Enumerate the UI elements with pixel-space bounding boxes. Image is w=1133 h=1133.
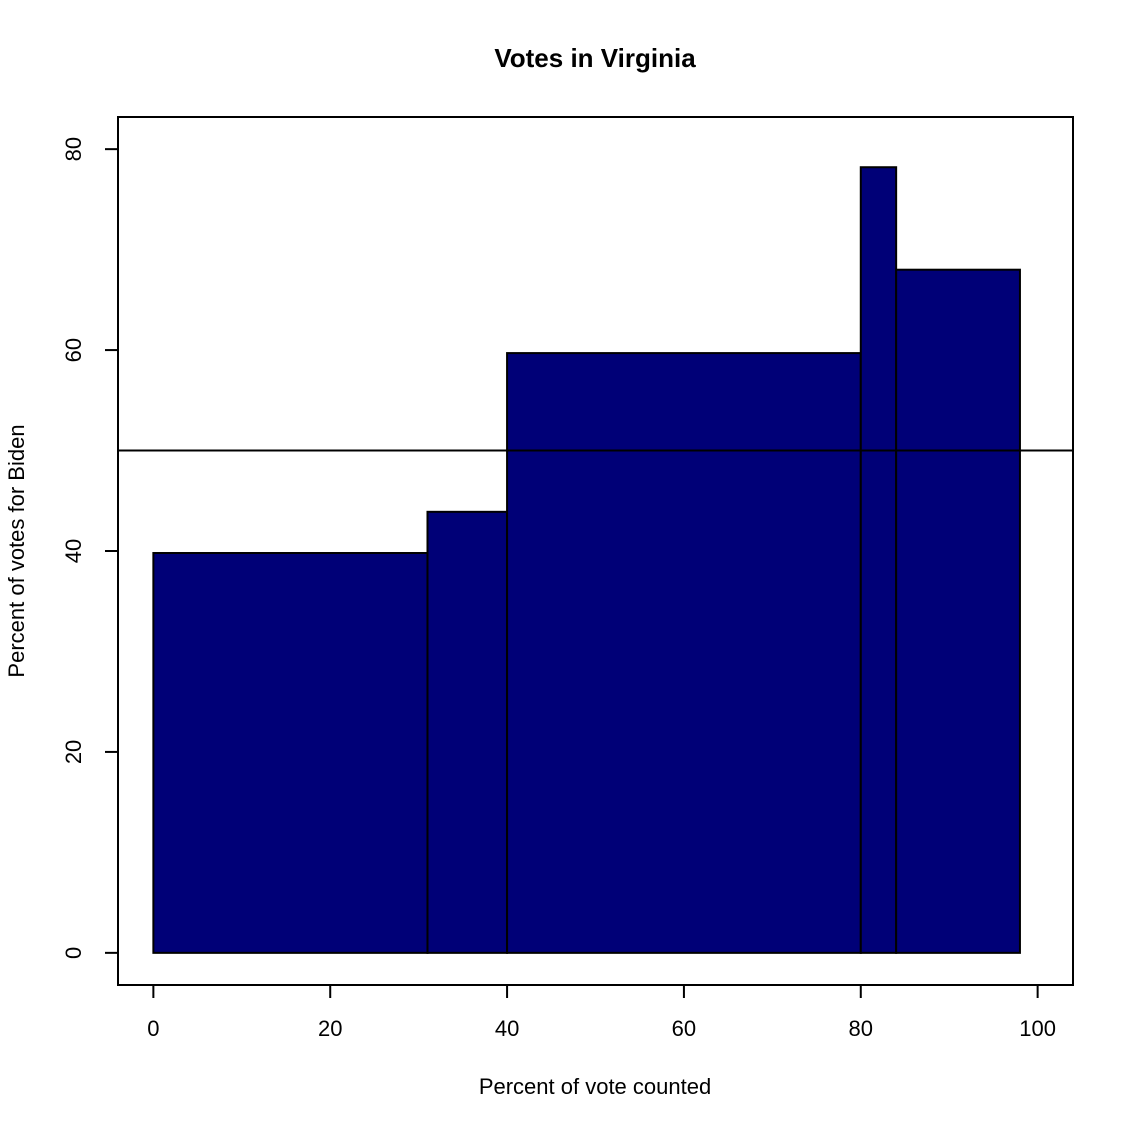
bar — [506, 352, 862, 954]
bar — [895, 268, 1021, 954]
bar — [426, 510, 509, 954]
x-tick-label: 0 — [147, 1016, 159, 1041]
y-axis-label: Percent of votes for Biden — [4, 424, 29, 677]
x-tick-label: 80 — [849, 1016, 873, 1041]
y-tick-label: 80 — [61, 137, 86, 161]
y-tick-label: 60 — [61, 338, 86, 362]
x-tick-label: 100 — [1019, 1016, 1056, 1041]
x-axis-label: Percent of vote counted — [479, 1074, 711, 1099]
y-tick-label: 0 — [61, 947, 86, 959]
bar — [859, 166, 898, 954]
x-tick-label: 40 — [495, 1016, 519, 1041]
x-tick-label: 20 — [318, 1016, 342, 1041]
x-tick-label: 60 — [672, 1016, 696, 1041]
chart-title: Votes in Virginia — [494, 43, 696, 73]
bar — [152, 552, 429, 954]
y-tick-label: 40 — [61, 539, 86, 563]
y-tick-label: 20 — [61, 740, 86, 764]
